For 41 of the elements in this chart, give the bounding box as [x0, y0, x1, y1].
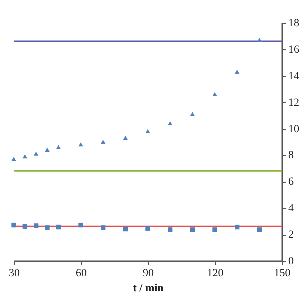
y-tick-label: 12 [288, 96, 300, 109]
point [123, 226, 128, 232]
point [234, 70, 240, 74]
point [56, 145, 62, 150]
point [22, 154, 28, 159]
point [168, 228, 173, 232]
x-tick-label: 30 [9, 268, 20, 280]
point [45, 226, 50, 230]
point [212, 228, 218, 232]
point [123, 136, 128, 140]
point [56, 224, 62, 230]
y-tick-label: 16 [288, 44, 300, 56]
y-tick-label: 2 [288, 229, 294, 242]
x-tick-label: 120 [207, 268, 224, 280]
point [100, 226, 106, 230]
point [234, 224, 240, 230]
point [146, 129, 150, 134]
point [45, 148, 50, 152]
x-tick-label: 90 [143, 268, 154, 280]
point [257, 228, 262, 232]
y-tick-label: 8 [288, 150, 294, 162]
point [34, 224, 39, 228]
x-tick-label: 150 [274, 268, 292, 280]
point [34, 152, 39, 156]
y-tick-label: 18 [288, 18, 300, 30]
y-tick-label: 10 [288, 123, 300, 136]
point [212, 92, 218, 96]
x-tick-label: 60 [76, 268, 88, 280]
point [168, 121, 173, 126]
y-tick-label: 0 [288, 256, 294, 268]
x-axis-title: t / min [133, 282, 164, 294]
point [22, 224, 28, 229]
point [100, 140, 106, 144]
point [78, 222, 84, 228]
y-tick-label: 4 [288, 202, 294, 215]
y-tick-label: 14 [288, 70, 300, 82]
point [146, 226, 150, 231]
point [190, 112, 196, 116]
y-tick-label: 6 [288, 176, 294, 188]
point [190, 228, 196, 232]
point [12, 222, 16, 228]
